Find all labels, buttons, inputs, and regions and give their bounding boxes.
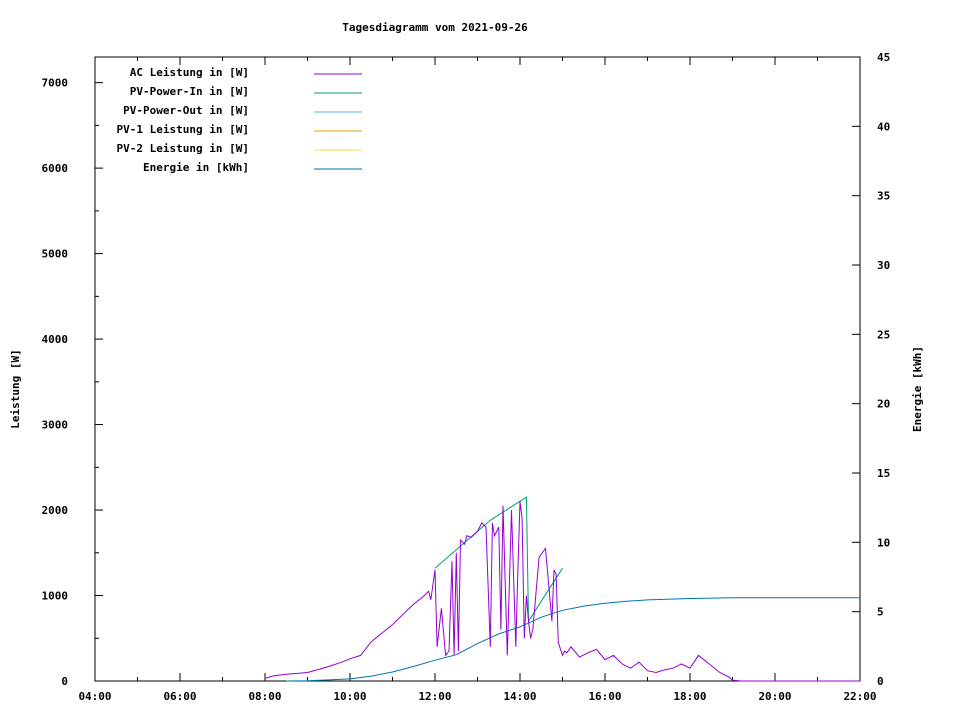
x-tick-label: 06:00 bbox=[163, 690, 196, 703]
y-tick-label: 1000 bbox=[42, 590, 69, 603]
x-tick-label: 08:00 bbox=[248, 690, 281, 703]
y2-tick-label: 0 bbox=[877, 675, 884, 688]
y2-tick-label: 15 bbox=[877, 467, 890, 480]
y2-tick-label: 25 bbox=[877, 328, 890, 341]
y2-tick-label: 10 bbox=[877, 536, 890, 549]
y-tick-label: 7000 bbox=[42, 77, 69, 90]
legend-label: PV-Power-Out in [W] bbox=[123, 104, 249, 117]
x-tick-label: 04:00 bbox=[78, 690, 111, 703]
legend-label: PV-Power-In in [W] bbox=[130, 85, 249, 98]
legend-label: Energie in [kWh] bbox=[143, 161, 249, 174]
y2-tick-label: 5 bbox=[877, 606, 884, 619]
series-line-1 bbox=[434, 496, 563, 623]
series-line-5 bbox=[286, 597, 860, 682]
y2-tick-label: 45 bbox=[877, 51, 890, 64]
y-tick-label: 6000 bbox=[42, 162, 69, 175]
y-tick-label: 0 bbox=[61, 675, 68, 688]
chart-title: Tagesdiagramm vom 2021-09-26 bbox=[342, 21, 528, 34]
x-tick-label: 10:00 bbox=[333, 690, 366, 703]
y-tick-label: 3000 bbox=[42, 419, 69, 432]
legend-label: PV-1 Leistung in [W] bbox=[117, 123, 249, 136]
legend-label: PV-2 Leistung in [W] bbox=[117, 142, 249, 155]
x-tick-label: 22:00 bbox=[843, 690, 876, 703]
series-line-0 bbox=[264, 501, 860, 682]
y-tick-label: 5000 bbox=[42, 248, 69, 261]
x-tick-label: 18:00 bbox=[673, 690, 706, 703]
x-tick-label: 16:00 bbox=[588, 690, 621, 703]
y-axis-label: Leistung [W] bbox=[9, 349, 22, 428]
y2-tick-label: 20 bbox=[877, 398, 890, 411]
y2-tick-label: 30 bbox=[877, 259, 890, 272]
y-tick-label: 2000 bbox=[42, 504, 69, 517]
y-tick-label: 4000 bbox=[42, 333, 69, 346]
y2-tick-label: 40 bbox=[877, 120, 890, 133]
legend-label: AC Leistung in [W] bbox=[130, 66, 249, 79]
x-tick-label: 20:00 bbox=[758, 690, 791, 703]
x-tick-label: 14:00 bbox=[503, 690, 536, 703]
x-tick-label: 12:00 bbox=[418, 690, 451, 703]
y2-axis-label: Energie [kWh] bbox=[911, 346, 924, 432]
y2-tick-label: 35 bbox=[877, 190, 890, 203]
